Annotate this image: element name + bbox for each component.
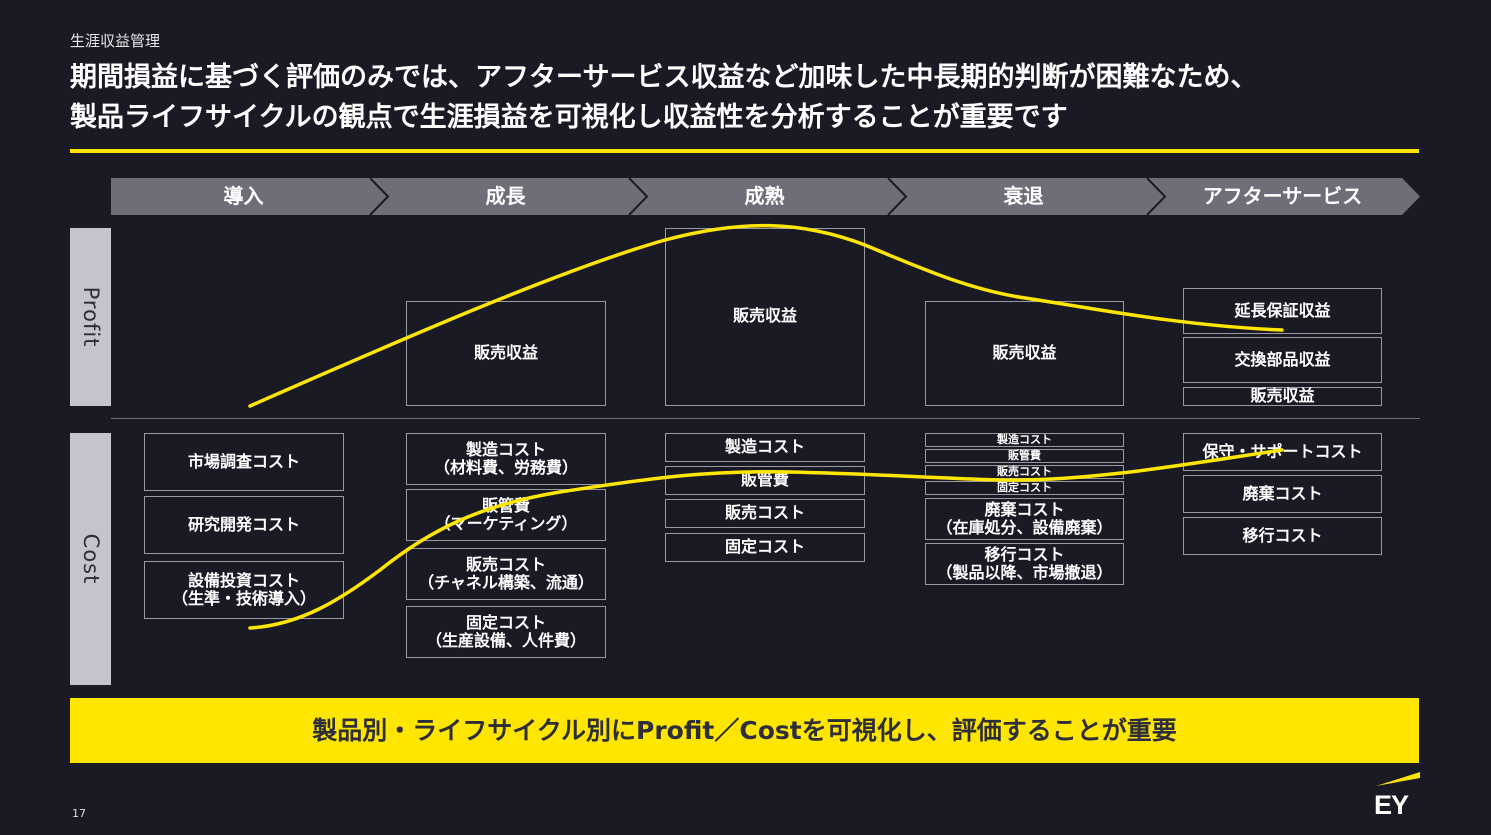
cost-label-text: Cost xyxy=(78,533,103,585)
phase-bar: 導入 成長 成熟 衰退 アフターサービス xyxy=(111,178,1420,215)
phase-chevron-decline xyxy=(888,178,1165,215)
box-label: 製造コスト xyxy=(997,432,1052,446)
box-label: 販売収益 xyxy=(473,343,538,363)
profit-box-growth-sales: 販売収益 xyxy=(406,301,606,406)
box-label: 販売コスト xyxy=(465,554,546,574)
cost-box-after-support: 保守・サポートコスト xyxy=(1183,433,1382,471)
title-underline xyxy=(70,149,1419,153)
box-label: 販管費 xyxy=(1008,448,1041,462)
conclusion-banner: 製品別・ライフサイクル別にProfit／Costを可視化し、評価することが重要 xyxy=(70,698,1419,763)
title-line-1: 期間損益に基づく評価のみでは、アフターサービス収益など加味した中長期的判断が困難… xyxy=(70,62,1258,93)
cost-box-growth-sales-cost: 販売コスト （チャネル構築、流通） xyxy=(406,548,606,600)
box-sublabel: （在庫処分、設備廃棄） xyxy=(936,518,1113,537)
box-sublabel: （チャネル構築、流通） xyxy=(418,573,594,592)
phase-label-maturity: 成熟 xyxy=(744,184,785,208)
cost-box-maturity-sales-cost: 販売コスト xyxy=(665,499,865,528)
phase-chevrons xyxy=(111,178,1420,215)
box-label: 販売コスト xyxy=(997,464,1052,478)
cost-box-growth-sga: 販管費 （マーケティング） xyxy=(406,489,606,541)
box-label: 販売収益 xyxy=(992,343,1057,363)
ey-logo-text: EY xyxy=(1374,790,1409,820)
box-sublabel: （生準・技術導入） xyxy=(171,589,316,608)
box-label: 固定コスト xyxy=(465,612,546,632)
profit-label-text: Profit xyxy=(78,286,103,348)
profit-axis-label: Profit xyxy=(70,228,111,406)
cost-axis-label: Cost xyxy=(70,433,111,685)
box-sublabel: （生産設備、人件費） xyxy=(425,631,586,650)
box-label: 保守・サポートコスト xyxy=(1202,441,1363,461)
phase-chevron-growth xyxy=(370,178,647,215)
box-label: 製造コスト xyxy=(724,437,805,457)
box-sublabel: （マーケティング） xyxy=(434,514,578,533)
box-label: 市場調査コスト xyxy=(187,451,300,471)
cost-box-decline-sga: 販管費 xyxy=(925,449,1124,463)
cost-box-decline-manufacturing: 製造コスト xyxy=(925,433,1124,447)
cost-box-maturity-fixed: 固定コスト xyxy=(665,533,865,562)
cost-box-rnd: 研究開発コスト xyxy=(144,496,344,554)
box-label: 延長保証収益 xyxy=(1234,300,1331,320)
cost-box-decline-fixed: 固定コスト xyxy=(925,481,1124,495)
cost-box-decline-sales-cost: 販売コスト xyxy=(925,465,1124,479)
phase-chevron-intro xyxy=(111,178,388,215)
box-label: 製造コスト xyxy=(465,439,546,459)
cost-box-after-migration: 移行コスト xyxy=(1183,517,1382,555)
phase-label-decline: 衰退 xyxy=(1003,184,1044,208)
cost-box-after-disposal: 廃棄コスト xyxy=(1183,475,1382,513)
page-number: 17 xyxy=(72,807,86,820)
box-label: 廃棄コスト xyxy=(984,499,1065,519)
profit-cost-divider xyxy=(111,418,1420,419)
box-label: 固定コスト xyxy=(724,537,805,557)
ey-logo: EY xyxy=(1372,772,1420,820)
profit-box-after-sales: 販売収益 xyxy=(1183,386,1382,406)
page-title: 期間損益に基づく評価のみでは、アフターサービス収益など加味した中長期的判断が困難… xyxy=(70,58,1430,138)
phase-chevron-after xyxy=(1147,178,1420,215)
box-label: 販売収益 xyxy=(1250,386,1315,406)
cost-box-capex: 設備投資コスト （生準・技術導入） xyxy=(144,561,344,619)
box-label: 販管費 xyxy=(481,495,530,515)
box-label: 移行コスト xyxy=(984,544,1065,564)
phase-label-growth: 成長 xyxy=(485,184,526,208)
cost-box-decline-migration: 移行コスト （製品以降、市場撤退） xyxy=(925,543,1124,585)
phase-label-after: アフターサービス xyxy=(1202,184,1363,208)
phase-label-intro: 導入 xyxy=(223,184,264,208)
profit-box-after-warranty: 延長保証収益 xyxy=(1183,288,1382,334)
cost-box-decline-disposal: 廃棄コスト （在庫処分、設備廃棄） xyxy=(925,498,1124,540)
cost-box-growth-manufacturing: 製造コスト （材料費、労務費） xyxy=(406,433,606,485)
box-label: 交換部品収益 xyxy=(1234,349,1331,369)
box-label: 販売コスト xyxy=(724,503,805,523)
cost-box-maturity-manufacturing: 製造コスト xyxy=(665,433,865,462)
subtitle: 生涯収益管理 xyxy=(70,32,161,50)
box-label: 設備投資コスト xyxy=(187,570,300,590)
cost-box-growth-fixed: 固定コスト （生産設備、人件費） xyxy=(406,606,606,658)
cost-box-market-research: 市場調査コスト xyxy=(144,433,344,491)
box-label: 販売収益 xyxy=(732,306,797,325)
box-label: 移行コスト xyxy=(1242,525,1323,545)
box-label: 販管費 xyxy=(740,470,789,490)
box-sublabel: （製品以降、市場撤退） xyxy=(936,563,1113,582)
cost-box-maturity-sga: 販管費 xyxy=(665,466,865,495)
phase-chevron-maturity xyxy=(629,178,906,215)
profit-box-maturity-sales: 販売収益 xyxy=(665,228,865,406)
ey-logo-beam-icon xyxy=(1376,772,1420,786)
box-label: 研究開発コスト xyxy=(187,514,300,534)
profit-box-decline-sales: 販売収益 xyxy=(925,301,1124,406)
box-label: 廃棄コスト xyxy=(1242,483,1323,503)
box-label: 固定コスト xyxy=(997,480,1052,494)
profit-box-after-parts: 交換部品収益 xyxy=(1183,337,1382,383)
box-sublabel: （材料費、労務費） xyxy=(433,458,578,477)
title-line-2: 製品ライフサイクルの観点で生涯損益を可視化し収益性を分析することが重要です xyxy=(70,102,1068,133)
